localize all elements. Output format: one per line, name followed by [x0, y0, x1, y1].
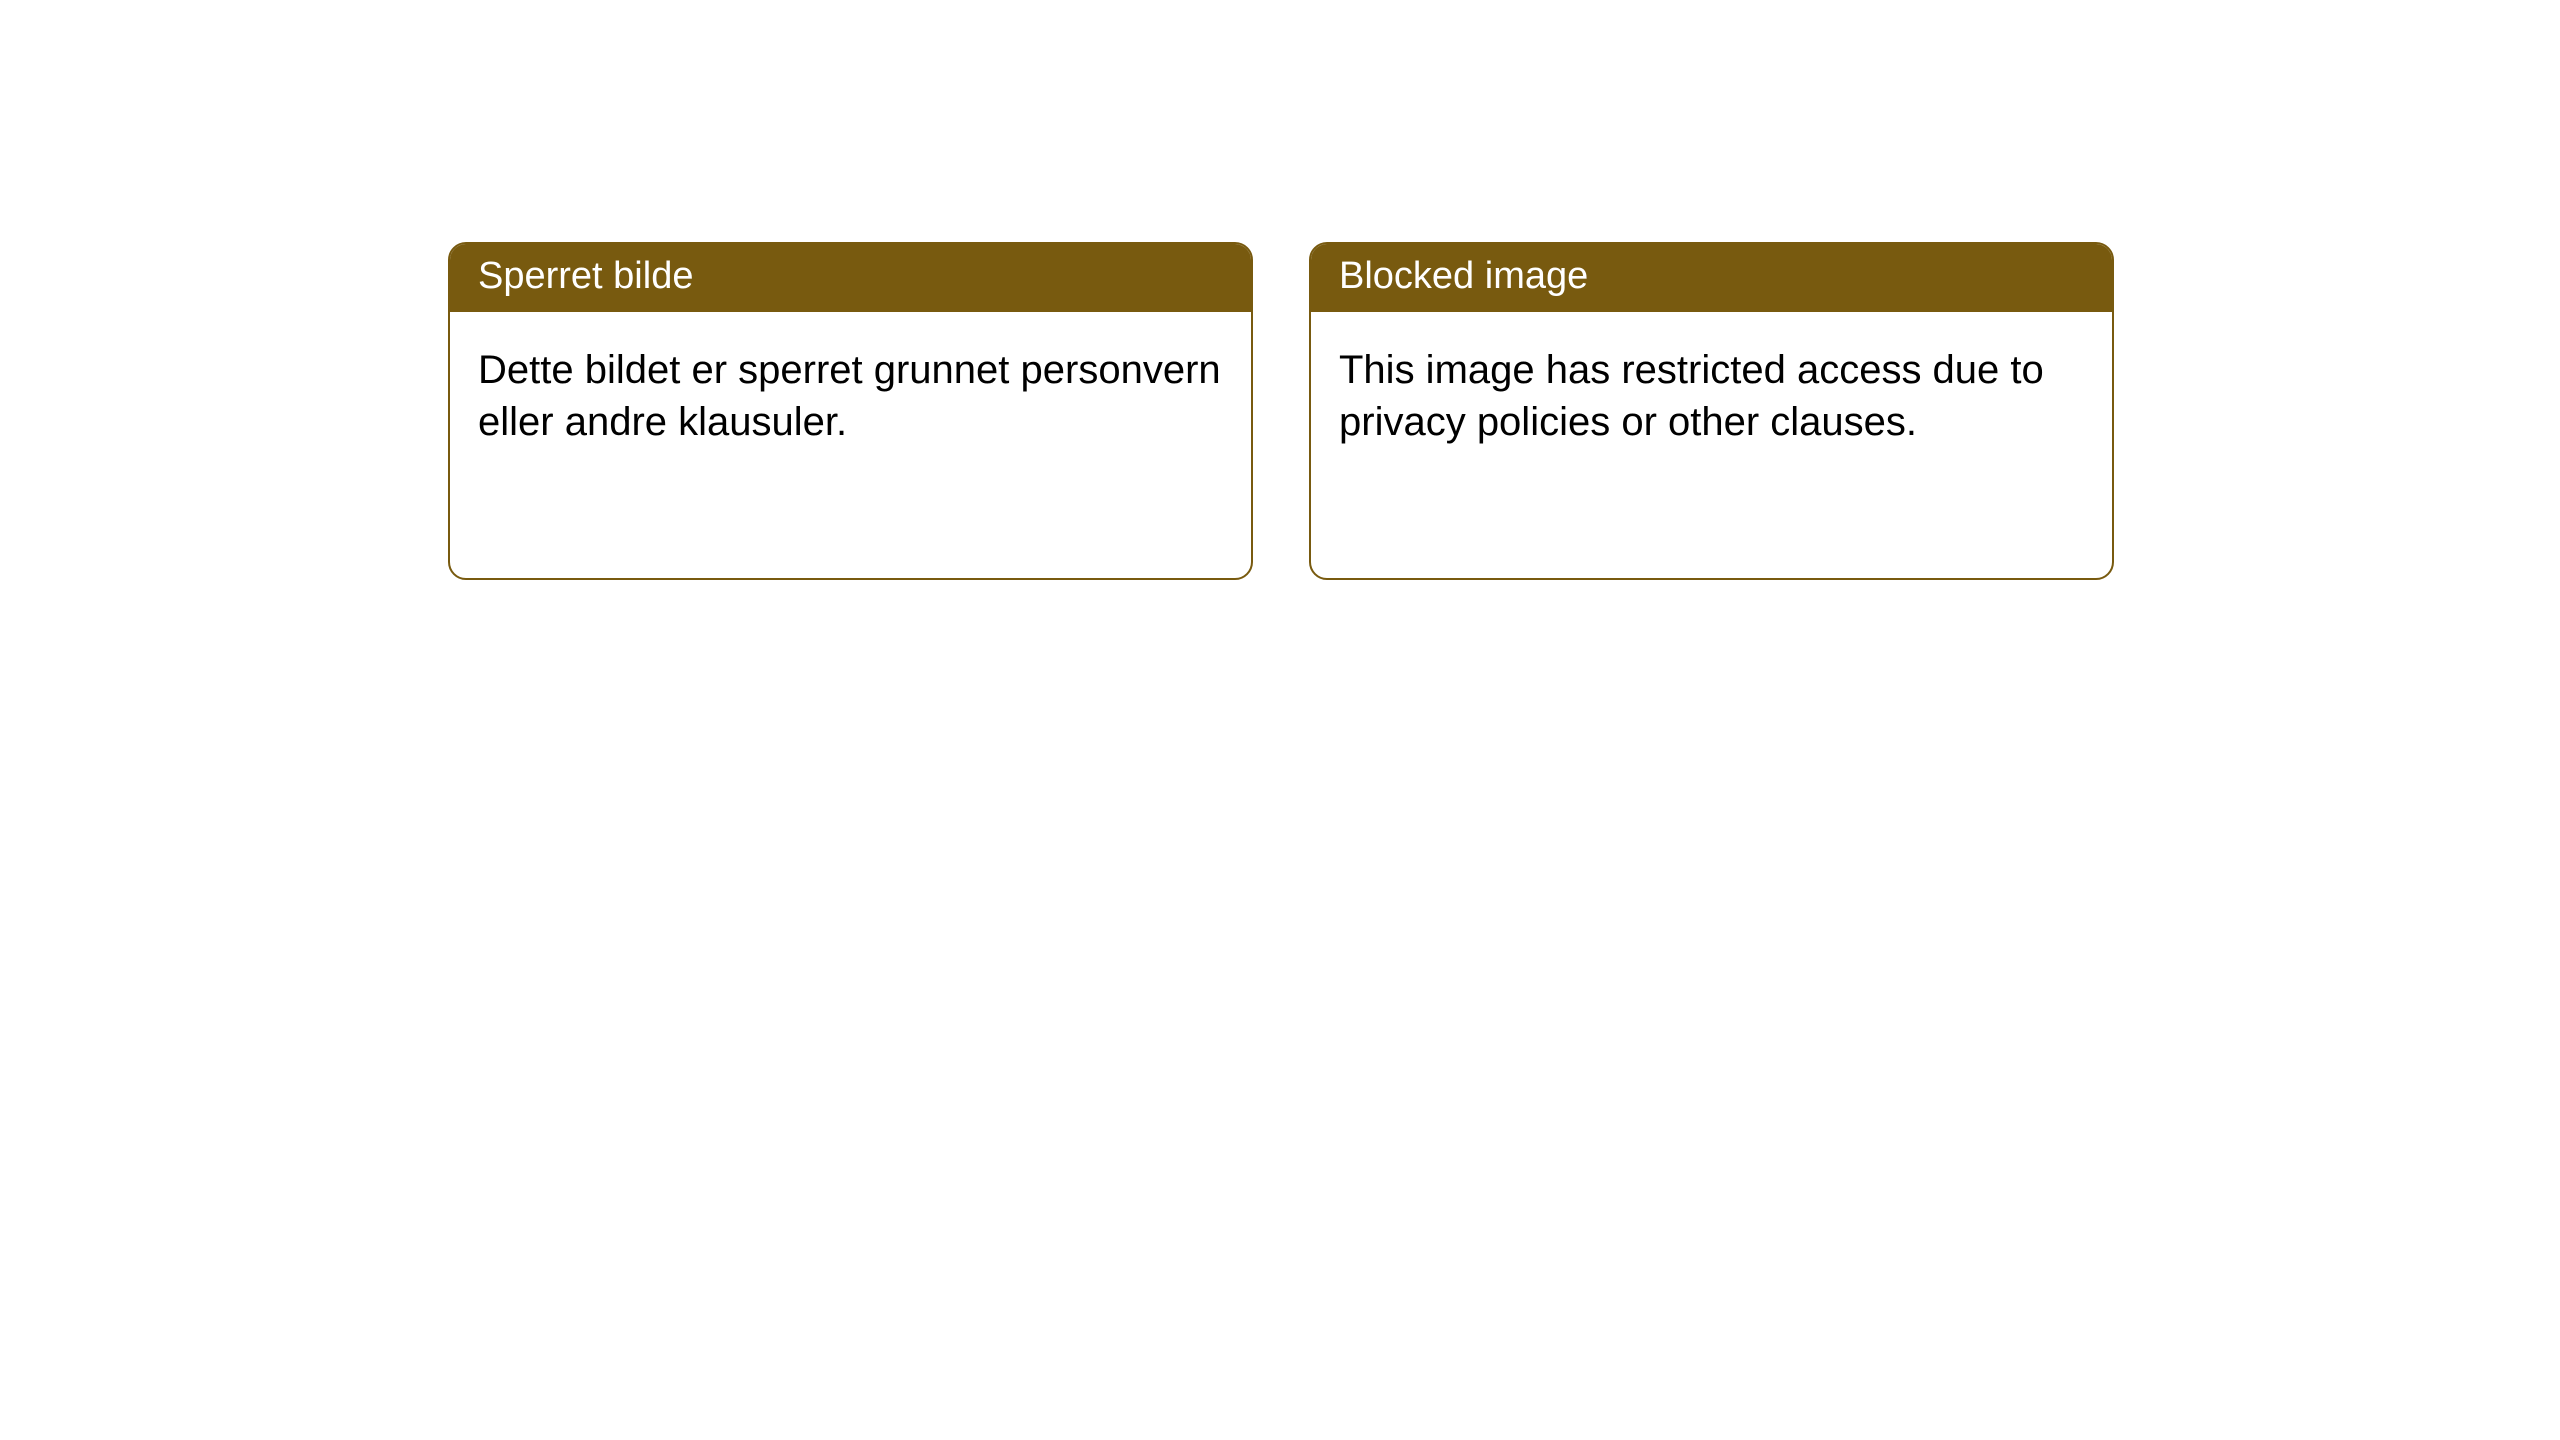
notice-title-english: Blocked image [1339, 255, 1588, 297]
notice-text-norwegian: Dette bildet er sperret grunnet personve… [478, 348, 1221, 444]
notice-text-english: This image has restricted access due to … [1339, 348, 2044, 444]
notice-title-norwegian: Sperret bilde [478, 255, 693, 297]
notice-header-norwegian: Sperret bilde [450, 244, 1251, 312]
notice-body-english: This image has restricted access due to … [1311, 312, 2112, 480]
notice-container: Sperret bilde Dette bildet er sperret gr… [448, 242, 2560, 580]
notice-box-english: Blocked image This image has restricted … [1309, 242, 2114, 580]
notice-header-english: Blocked image [1311, 244, 2112, 312]
notice-body-norwegian: Dette bildet er sperret grunnet personve… [450, 312, 1251, 480]
notice-box-norwegian: Sperret bilde Dette bildet er sperret gr… [448, 242, 1253, 580]
